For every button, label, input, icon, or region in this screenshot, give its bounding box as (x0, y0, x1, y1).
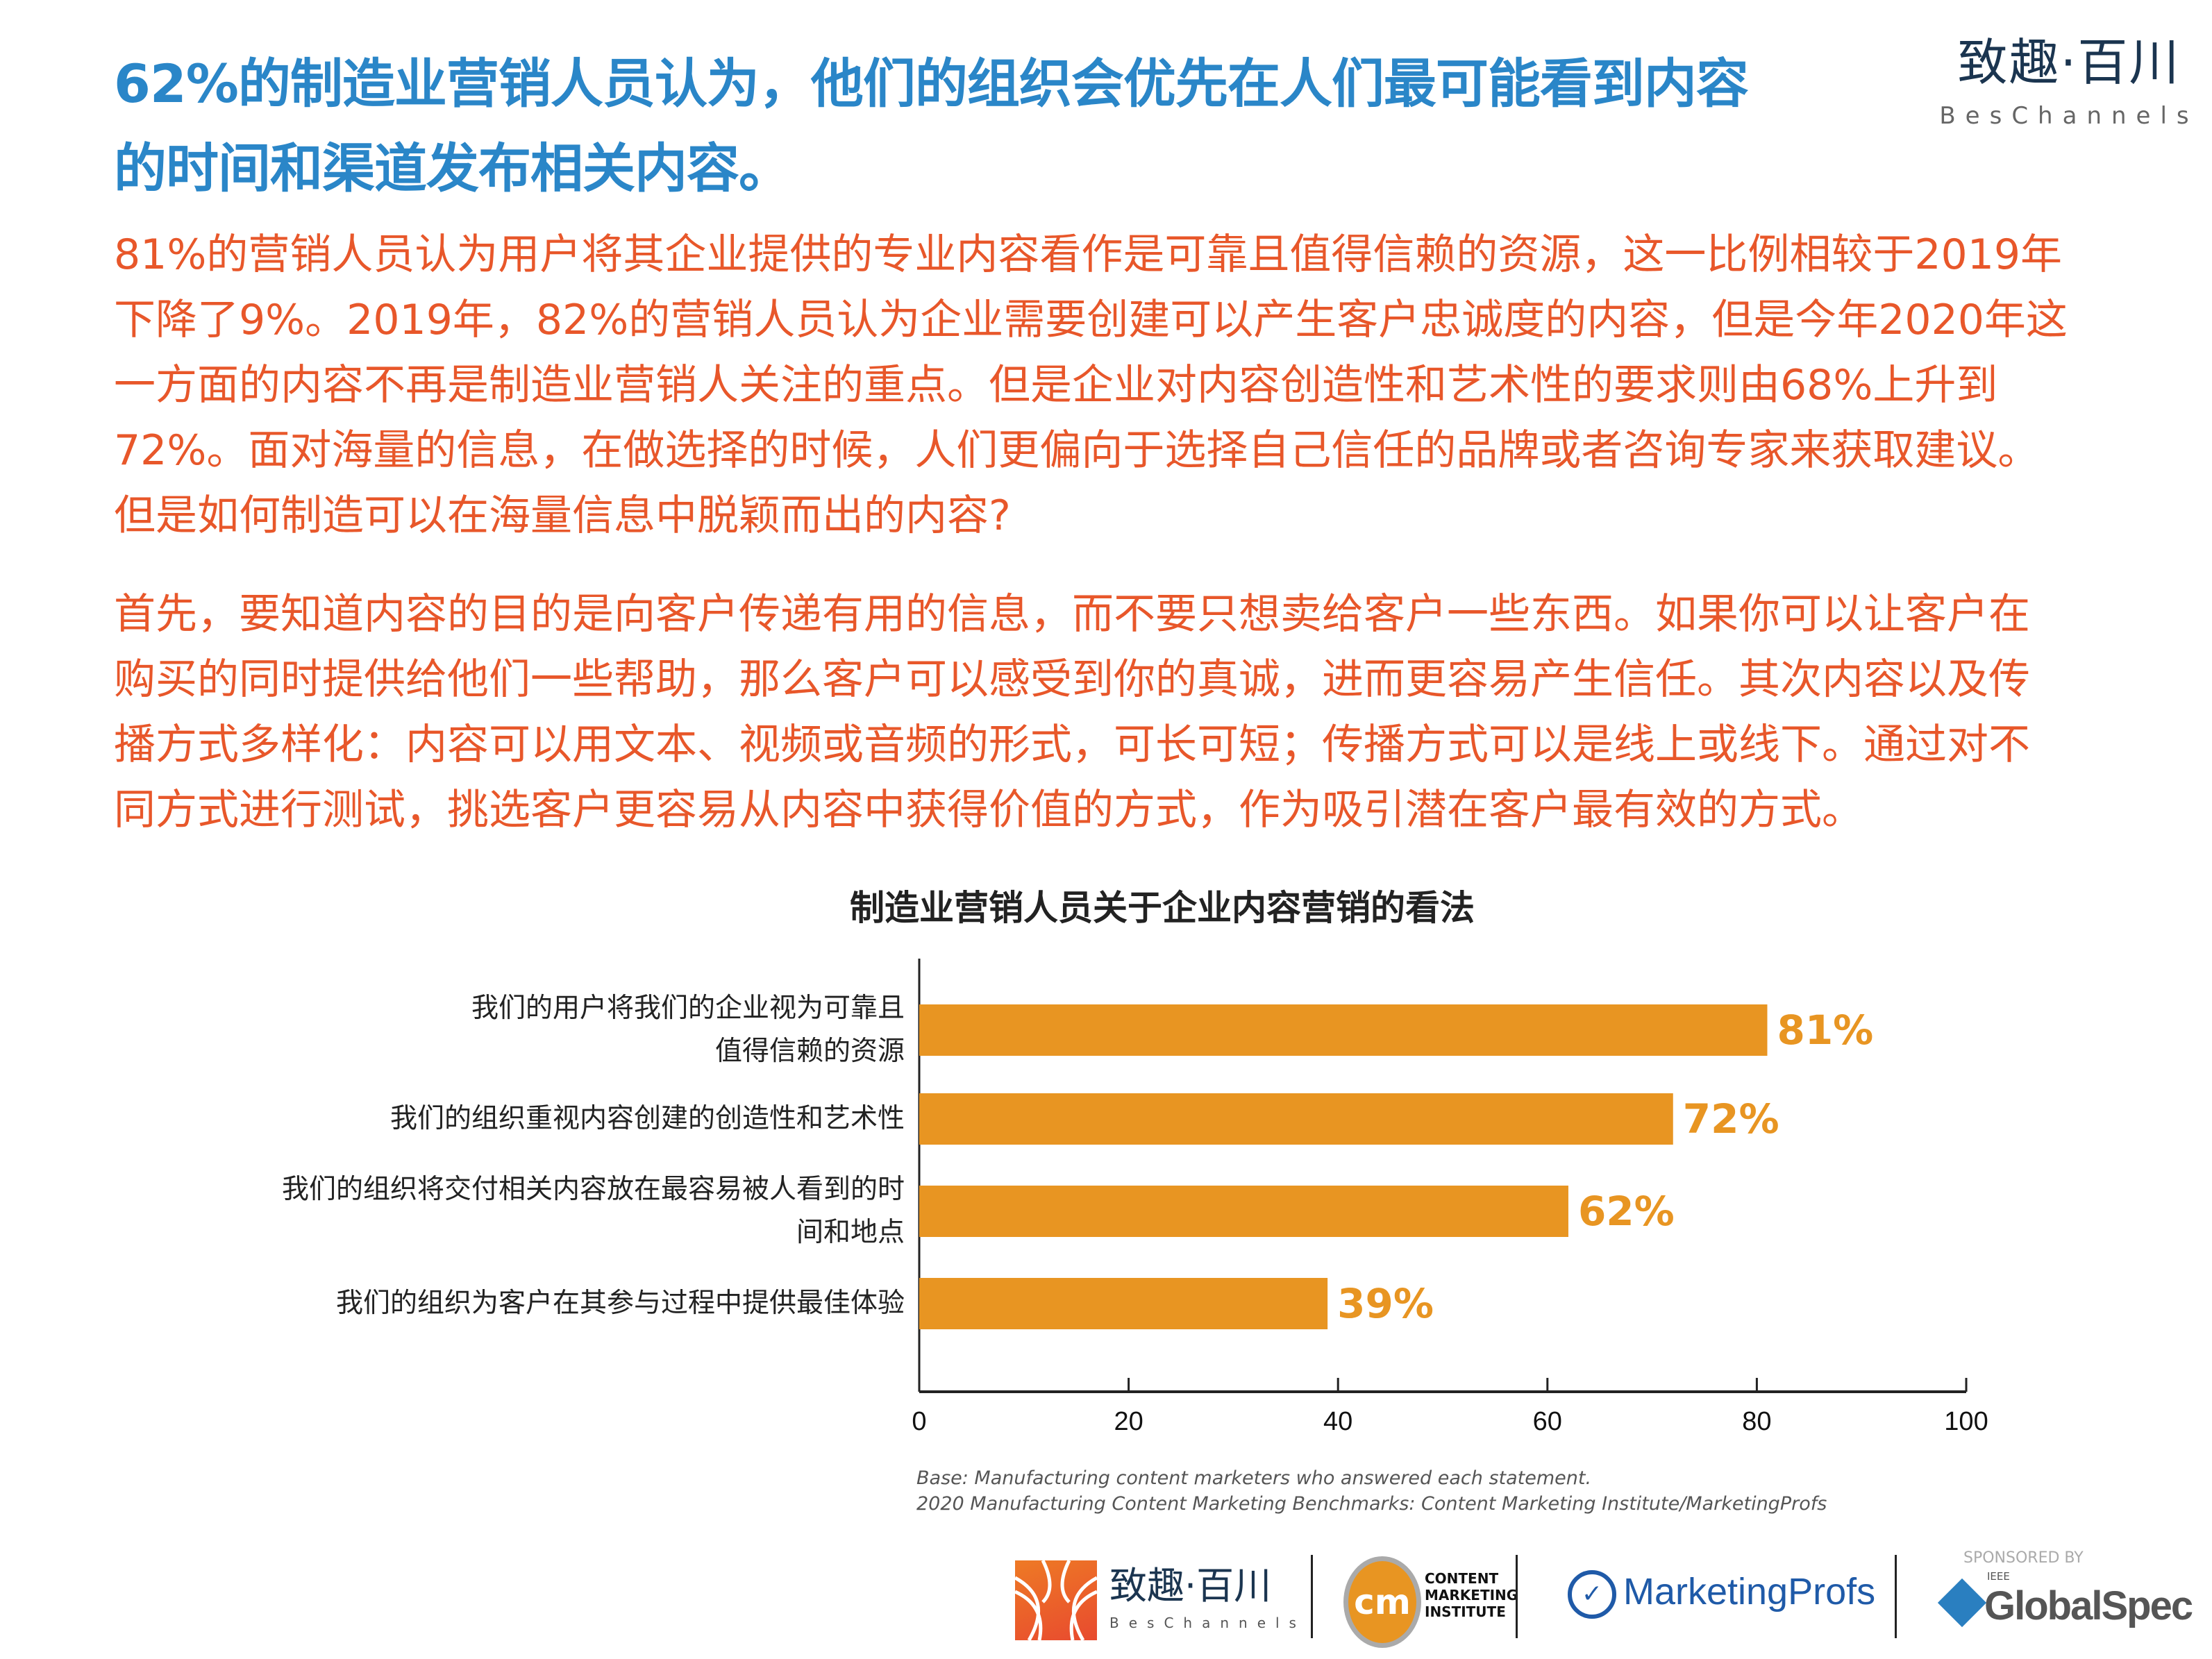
x-tick-label: 0 (912, 1407, 926, 1436)
paragraph-2: 首先，要知道内容的目的是向客户传递有用的信息，而不要只想卖给客户一些东西。如果你… (114, 582, 2030, 843)
x-tick-label: 80 (1742, 1407, 1771, 1436)
x-tick-label: 100 (1944, 1407, 1988, 1436)
logo-en: BesChannels (1109, 1615, 1306, 1631)
category-label-line: 我们的组织重视内容创建的创造性和艺术性 (389, 1103, 905, 1134)
footnote-base: Base: Manufacturing content marketers wh… (916, 1467, 1592, 1489)
logo-cn: 致趣·百川 (1109, 1564, 1272, 1608)
text-line: 一方面的内容不再是制造业营销人关注的重点。但是企业对内容创造性和艺术性的要求则由… (114, 361, 1998, 410)
category-label: 我们的组织将交付相关内容放在最容易被人看到的时间和地点 (282, 1168, 905, 1254)
bar (919, 1004, 1768, 1056)
cmi-line: CONTENT (1425, 1570, 1499, 1587)
bar (919, 1093, 1673, 1145)
category-label-line: 我们的用户将我们的企业视为可靠且 (471, 993, 905, 1024)
cmi-line: MARKETING (1425, 1587, 1518, 1603)
data-label: 39% (1337, 1280, 1434, 1327)
page-title: 62%的制造业营销人员认为，他们的组织会优先在人们最可能看到内容 的时间和渠道发… (114, 42, 1919, 211)
footnote-source: 2020 Manufacturing Content Marketing Ben… (916, 1493, 1827, 1515)
globalspec-logo: GlobalSpec (1984, 1583, 2193, 1628)
sponsored-by-label: SPONSORED BY (1963, 1549, 2084, 1567)
text-line: 同方式进行测试，挑选客户更容易从内容中获得价值的方式，作为吸引潜在客户最有效的方… (114, 786, 1863, 834)
globalspec-ieee: IEEE (1987, 1570, 2010, 1583)
x-tick-label: 60 (1533, 1407, 1562, 1436)
footer-beschannels-logo: 致趣·百川 BesChannels (1109, 1562, 1307, 1631)
category-label: 我们的组织重视内容创建的创造性和艺术性 (390, 1097, 905, 1140)
beschannels-mark-icon (1015, 1560, 1097, 1640)
x-tick-label: 20 (1114, 1407, 1143, 1436)
text-line: 首先，要知道内容的目的是向客户传递有用的信息，而不要只想卖给客户一些东西。如果你… (114, 590, 2030, 639)
cmi-logo-text: CONTENT MARKETING INSTITUTE (1425, 1570, 1518, 1620)
x-tick-label: 40 (1323, 1407, 1352, 1436)
bar (919, 1278, 1328, 1329)
text-line: 播方式多样化：内容可以用文本、视频或音频的形式，可长可短；传播方式可以是线上或线… (114, 721, 2030, 769)
text-line: 下降了9%。2019年，82%的营销人员认为企业需要创建可以产生客户忠诚度的内容… (114, 296, 2068, 344)
data-label: 81% (1777, 1007, 1873, 1054)
text-line: 72%。面对海量的信息，在做选择的时候，人们更偏向于选择自己信任的品牌或者咨询专… (114, 426, 2040, 475)
marketingprofs-bird-icon: ✓ (1568, 1570, 1616, 1619)
text-line: 购买的同时提供给他们一些帮助，那么客户可以感受到你的真诚，进而更容易产生信任。其… (114, 655, 2030, 704)
category-label: 我们的组织为客户在其参与过程中提供最佳体验 (336, 1282, 905, 1325)
title-line: 的时间和渠道发布相关内容。 (114, 137, 791, 199)
chart-title: 制造业营销人员关于企业内容营销的看法 (850, 888, 1475, 928)
title-line: 62%的制造业营销人员认为，他们的组织会优先在人们最可能看到内容 (114, 53, 1749, 115)
category-label-line: 我们的组织将交付相关内容放在最容易被人看到的时 (281, 1174, 905, 1205)
logo-cn: 致趣·百川 (1957, 33, 2181, 92)
category-label-line: 间和地点 (796, 1217, 905, 1248)
category-label-line: 我们的组织为客户在其参与过程中提供最佳体验 (335, 1288, 905, 1319)
marketingprofs-logo: MarketingProfs (1623, 1571, 1876, 1612)
logo-en: BesChannels (1939, 102, 2199, 130)
data-label: 62% (1578, 1188, 1675, 1235)
bar (919, 1186, 1568, 1237)
category-label: 我们的用户将我们的企业视为可靠且值得信赖的资源 (471, 987, 905, 1073)
cmi-logo-mark: cm (1343, 1556, 1421, 1648)
beschannels-logo: 致趣·百川 BesChannels (1930, 31, 2208, 130)
category-label-line: 值得信赖的资源 (714, 1036, 905, 1067)
paragraph-1: 81%的营销人员认为用户将其企业提供的专业内容看作是可靠且值得信赖的资源，这一比… (114, 222, 2068, 548)
text-line: 但是如何制造可以在海量信息中脱颖而出的内容? (114, 491, 1011, 540)
text-line: 81%的营销人员认为用户将其企业提供的专业内容看作是可靠且值得信赖的资源，这一比… (114, 230, 2063, 279)
data-label: 72% (1683, 1095, 1779, 1143)
cmi-line: INSTITUTE (1425, 1603, 1506, 1620)
